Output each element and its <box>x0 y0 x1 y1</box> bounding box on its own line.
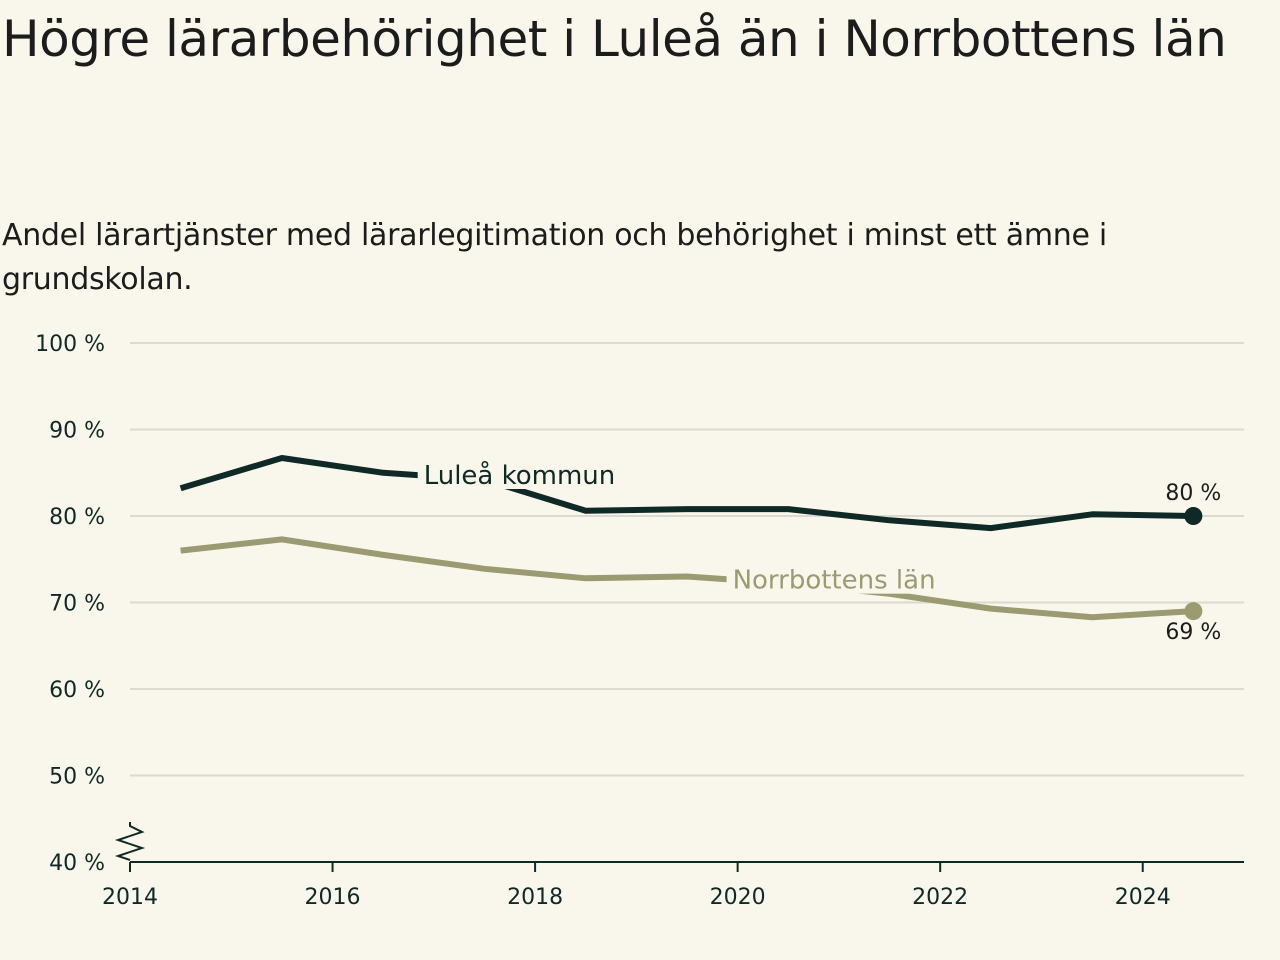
y-tick-label: 100 % <box>35 332 105 357</box>
series-lines <box>179 455 1203 621</box>
end-value-label: 69 % <box>1165 620 1221 645</box>
x-tick-label: 2014 <box>102 885 158 910</box>
series-name-label: Norrbottens län <box>733 566 936 596</box>
x-axis: 2014 2016 2018 2020 2022 2024 <box>102 822 1244 910</box>
y-tick-label: 40 % <box>49 851 105 876</box>
series-line-1 <box>180 536 1194 621</box>
chart-subtitle: Andel lärartjänster med lärarlegitimatio… <box>2 218 1107 297</box>
x-tick-label: 2016 <box>305 885 361 910</box>
y-tick-label: 80 % <box>49 505 105 530</box>
axis-break-icon <box>114 822 146 861</box>
series-label-background <box>726 567 942 594</box>
series-label-background <box>417 461 622 489</box>
chart-title: Högre lärarbehörighet i Luleå än i Norrb… <box>2 10 1227 68</box>
gridlines <box>130 342 1244 777</box>
series-labels: 80 % Luleå kommun 69 % Norrbottens län <box>417 460 1221 645</box>
x-tick-label: 2020 <box>710 885 766 910</box>
series-name-label: Luleå kommun <box>424 460 616 491</box>
y-tick-label: 60 % <box>49 678 105 703</box>
end-value-label: 80 % <box>1165 481 1221 506</box>
y-tick-label: 50 % <box>49 765 105 790</box>
series-end-point-0 <box>1184 507 1203 525</box>
y-tick-label: 90 % <box>49 419 105 444</box>
y-axis-ticks: 40 % 50 % 60 % 70 % 80 % 90 % 100 % <box>35 332 105 876</box>
x-tick-label: 2024 <box>1115 885 1171 910</box>
y-tick-label: 70 % <box>49 592 105 617</box>
series-line-0 <box>179 455 1194 532</box>
x-tick-label: 2018 <box>507 885 563 910</box>
series-end-point-1 <box>1184 602 1203 621</box>
x-tick-label: 2022 <box>912 885 968 910</box>
